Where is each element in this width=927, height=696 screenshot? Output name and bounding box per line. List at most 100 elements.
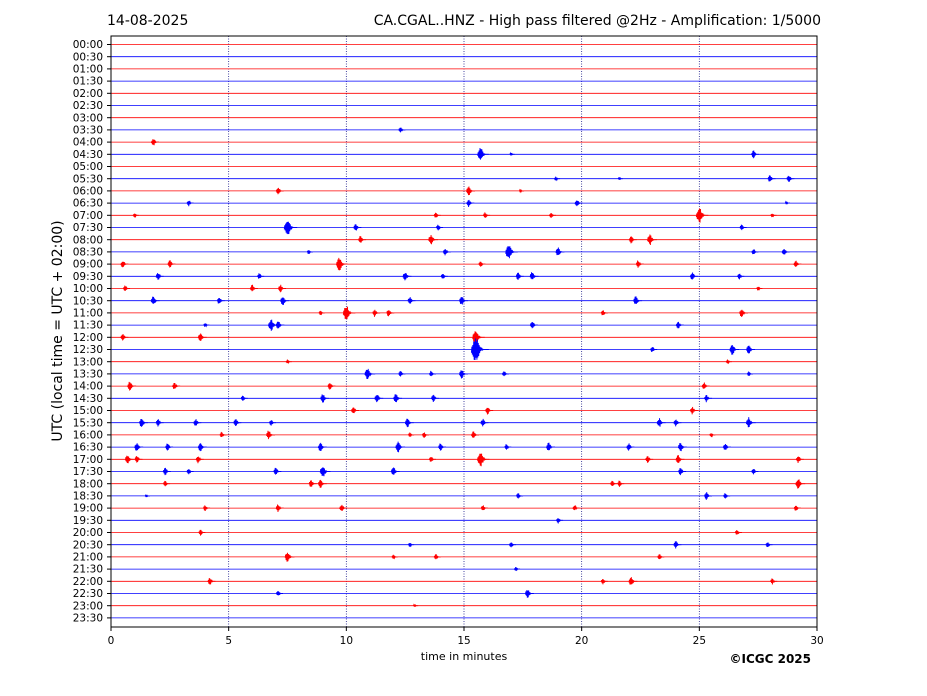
y-tick-label: 17:30 xyxy=(73,466,103,478)
seismic-event xyxy=(745,417,756,428)
seismic-event xyxy=(795,456,804,463)
seismic-event xyxy=(438,443,447,451)
seismic-event xyxy=(739,224,747,231)
y-tick-label: 08:00 xyxy=(73,234,103,246)
seismic-event xyxy=(704,394,713,403)
y-tick-label: 13:00 xyxy=(73,356,103,368)
y-tick-label: 08:30 xyxy=(73,247,103,259)
seismic-event xyxy=(509,151,515,156)
y-tick-label: 20:30 xyxy=(73,539,103,551)
y-tick-label: 14:00 xyxy=(73,381,103,393)
y-tick-label: 11:30 xyxy=(73,320,103,332)
seismic-event xyxy=(737,273,745,280)
seismic-event xyxy=(518,188,525,194)
y-tick-label: 23:00 xyxy=(73,600,103,612)
seismic-event xyxy=(428,235,439,245)
seismic-event xyxy=(600,310,608,316)
seismic-event xyxy=(746,371,754,377)
seismic-event xyxy=(139,418,148,427)
x-tick-label: 5 xyxy=(225,635,232,647)
seismic-event xyxy=(505,245,518,259)
y-tick-label: 12:00 xyxy=(73,332,103,344)
y-tick-label: 06:30 xyxy=(73,198,103,210)
seismic-event xyxy=(734,530,742,535)
seismic-event xyxy=(504,444,512,450)
seismic-event xyxy=(440,274,448,279)
seismic-event xyxy=(275,504,284,513)
seismic-event xyxy=(751,469,759,475)
seismic-event xyxy=(442,249,451,256)
seismic-event xyxy=(123,285,131,292)
y-tick-label: 16:30 xyxy=(73,442,103,454)
seismic-event xyxy=(127,381,137,391)
y-tick-label: 19:00 xyxy=(73,503,103,515)
seismic-event xyxy=(163,480,171,487)
seismic-event xyxy=(431,394,440,403)
seismic-event xyxy=(144,493,150,498)
seismic-event xyxy=(572,505,580,511)
x-tick-label: 20 xyxy=(575,635,588,647)
seismic-event xyxy=(372,309,381,317)
seismic-event xyxy=(336,257,348,271)
chart-title: CA.CGAL..HNZ - High pass filtered @2Hz -… xyxy=(374,13,821,29)
y-axis-label: UTC (local time = UTC + 02:00) xyxy=(50,220,66,441)
seismic-event xyxy=(320,394,330,403)
seismic-event xyxy=(398,370,406,377)
seismic-event xyxy=(501,371,509,377)
seismic-event xyxy=(428,456,436,462)
y-tick-label: 22:30 xyxy=(73,588,103,600)
seismic-event xyxy=(134,443,144,451)
seismic-event xyxy=(515,272,524,280)
y-tick-label: 05:30 xyxy=(73,173,103,185)
y-tick-label: 04:00 xyxy=(73,137,103,149)
seismic-event xyxy=(193,419,202,426)
seismic-event xyxy=(408,543,415,548)
seismic-event xyxy=(351,407,360,414)
seismic-event xyxy=(689,406,698,415)
tick-layer: 00:0000:3001:0001:3002:0002:3003:0003:30… xyxy=(73,39,824,647)
seismic-event xyxy=(408,432,415,438)
y-tick-label: 18:00 xyxy=(73,478,103,490)
y-tick-label: 18:30 xyxy=(73,491,103,503)
seismic-event xyxy=(786,175,795,182)
seismic-event xyxy=(739,309,748,317)
seismic-event xyxy=(555,247,565,256)
seismic-event xyxy=(548,213,557,218)
seismic-event xyxy=(756,286,763,291)
seismic-event xyxy=(508,542,517,548)
seismic-event xyxy=(428,370,436,377)
y-tick-label: 09:00 xyxy=(73,259,103,271)
x-tick-label: 15 xyxy=(457,635,470,647)
seismic-event xyxy=(374,395,384,403)
seismic-event xyxy=(120,261,129,268)
y-tick-label: 22:00 xyxy=(73,576,103,588)
seismic-event xyxy=(673,419,682,427)
seismic-event xyxy=(433,554,441,560)
seismic-event xyxy=(516,493,524,499)
y-tick-label: 07:30 xyxy=(73,222,103,234)
seismic-event xyxy=(673,541,682,549)
seismic-event xyxy=(155,419,164,427)
x-tick-label: 0 xyxy=(108,635,115,647)
seismic-event xyxy=(628,236,637,244)
x-tick-label: 30 xyxy=(810,635,823,647)
y-tick-label: 07:00 xyxy=(73,210,103,222)
seismic-event xyxy=(150,296,160,305)
seismic-event xyxy=(628,577,638,585)
seismic-event xyxy=(268,420,276,426)
seismic-event xyxy=(472,331,485,344)
seismic-event xyxy=(704,492,713,500)
seismic-event xyxy=(695,208,709,223)
seismic-event xyxy=(165,443,174,451)
y-tick-label: 03:00 xyxy=(73,112,103,124)
seismic-event xyxy=(657,554,665,560)
seismic-event xyxy=(203,323,210,328)
seismic-event xyxy=(459,370,468,379)
seismic-event xyxy=(647,234,657,246)
seismic-event xyxy=(770,578,778,585)
seismic-event xyxy=(391,554,398,560)
seismic-event xyxy=(167,260,176,268)
seismic-event xyxy=(751,150,760,159)
seismic-event xyxy=(257,273,265,279)
